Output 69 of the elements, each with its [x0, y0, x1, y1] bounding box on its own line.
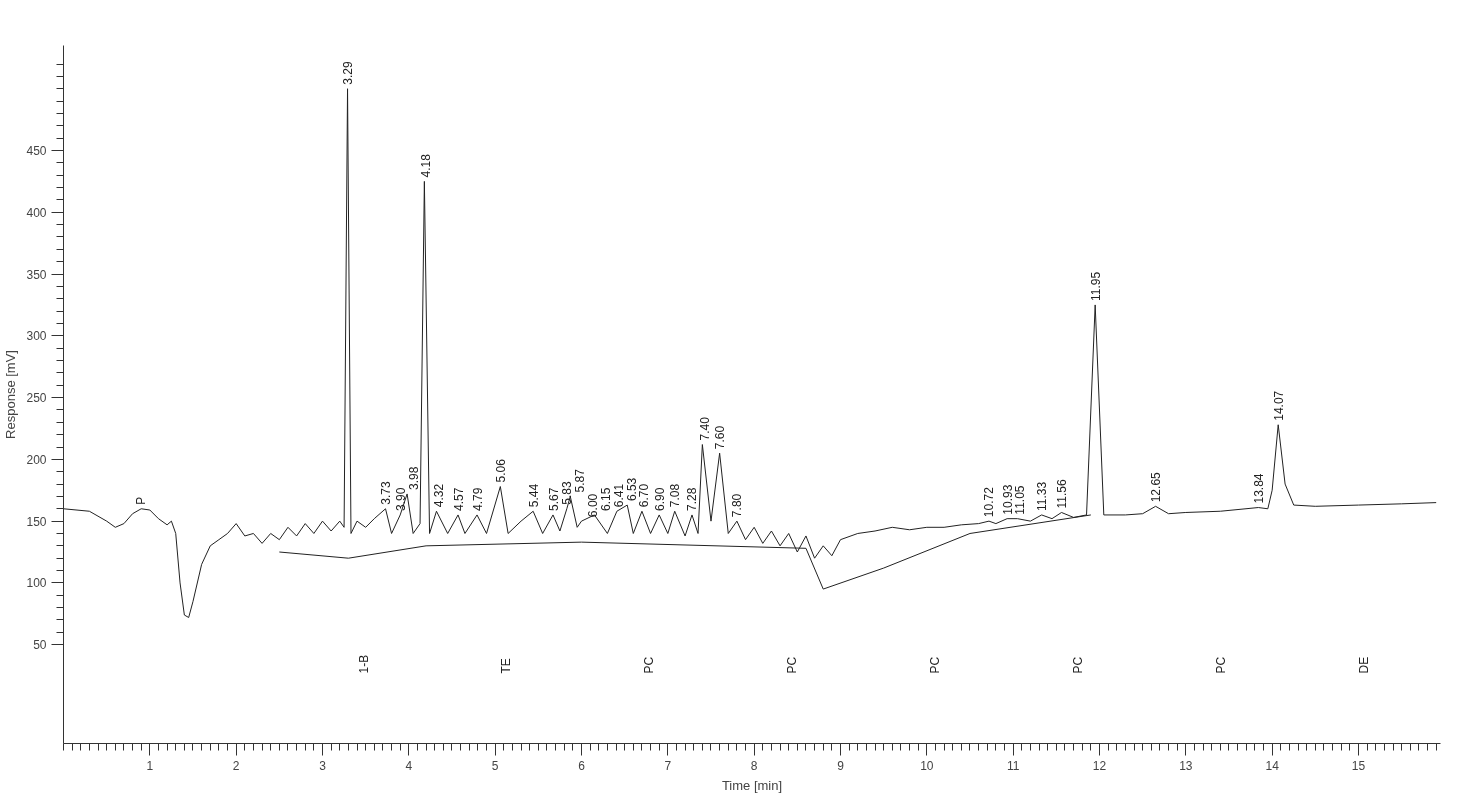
annotation: TE [499, 658, 514, 674]
annotation: PC [1070, 656, 1085, 674]
annotation: 5.87 [573, 468, 588, 493]
annotation: 3.73 [379, 481, 394, 505]
annotation: 10.93 [1000, 484, 1015, 515]
annotation: 6.53 [624, 477, 639, 502]
annotation: 6.90 [652, 487, 667, 511]
annotation: 5.67 [546, 487, 561, 511]
annotation: 14.07 [1271, 390, 1286, 421]
annotation: 6.41 [611, 483, 626, 508]
annotation: 6.00 [586, 493, 601, 518]
x-tick-label: 9 [837, 758, 845, 773]
x-tick-label: 6 [578, 758, 586, 773]
x-tick-label: 5 [491, 758, 499, 773]
annotation: 11.33 [1035, 481, 1050, 511]
y-tick-label: 250 [26, 391, 47, 406]
y-tick-label: 50 [33, 638, 47, 653]
x-tick-label: 8 [750, 758, 758, 773]
x-tick-label: 7 [664, 758, 672, 773]
y-tick-label: 200 [26, 452, 47, 467]
annotation: 4.32 [432, 483, 447, 508]
y-axis-title: Response [mV] [3, 350, 19, 439]
x-tick-label: 12 [1092, 758, 1107, 773]
annotation: 5.44 [526, 483, 541, 508]
x-tick-label: 3 [319, 758, 327, 773]
annotation: PC [785, 656, 800, 674]
y-tick-label: 400 [26, 205, 47, 220]
annotation: 7.80 [730, 493, 745, 518]
x-tick-label: 15 [1351, 758, 1366, 773]
line-series [63, 88, 1437, 618]
x-tick-label: 2 [232, 758, 240, 773]
annotation: 7.60 [713, 425, 728, 450]
annotation: 11.95 [1088, 271, 1103, 301]
annotation: 11.56 [1055, 479, 1069, 509]
y-tick-label: 150 [26, 514, 47, 529]
annotation: 4.79 [470, 487, 485, 511]
annotation: 7.08 [668, 483, 683, 508]
annotation: 5.06 [493, 458, 508, 483]
annotation: 6.15 [598, 487, 613, 511]
annotation: PC [927, 656, 942, 674]
annotation: 6.70 [637, 483, 652, 508]
annotation: 3.29 [341, 61, 356, 85]
annotation: 3.90 [393, 487, 408, 511]
annotation: 13.84 [1251, 473, 1266, 504]
annotation: 5.83 [560, 481, 575, 505]
annotation: 10.72 [982, 486, 997, 518]
annotation: 4.18 [419, 153, 434, 178]
y-tick-label: 350 [26, 267, 47, 282]
annotation: 4.57 [451, 487, 466, 511]
x-tick-label: 4 [405, 758, 413, 773]
annotation: 12.65 [1149, 471, 1164, 503]
annotation: 7.28 [685, 487, 700, 511]
annotation: PC [1213, 656, 1228, 674]
annotation: 3.98 [406, 466, 421, 490]
x-axis-title: Time [min] [721, 777, 783, 793]
annotation: P [134, 496, 149, 505]
y-tick-label: 100 [26, 576, 47, 591]
x-tick-label: 11 [1006, 758, 1020, 773]
annotation: 7.40 [698, 416, 713, 441]
annotation: 1-B [356, 654, 371, 674]
y-tick-label: 300 [26, 329, 47, 344]
annotation: 11.05 [1013, 485, 1028, 515]
x-tick-label: 14 [1265, 758, 1280, 773]
y-tick-label: 450 [26, 144, 47, 159]
x-tick-label: 13 [1179, 758, 1193, 773]
annotation: DE [1356, 656, 1371, 674]
x-tick-label: 1 [146, 758, 154, 773]
x-tick-label: 10 [920, 758, 934, 773]
annotation: PC [642, 656, 657, 674]
